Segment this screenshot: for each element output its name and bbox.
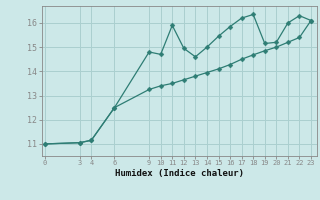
X-axis label: Humidex (Indice chaleur): Humidex (Indice chaleur) [115,169,244,178]
